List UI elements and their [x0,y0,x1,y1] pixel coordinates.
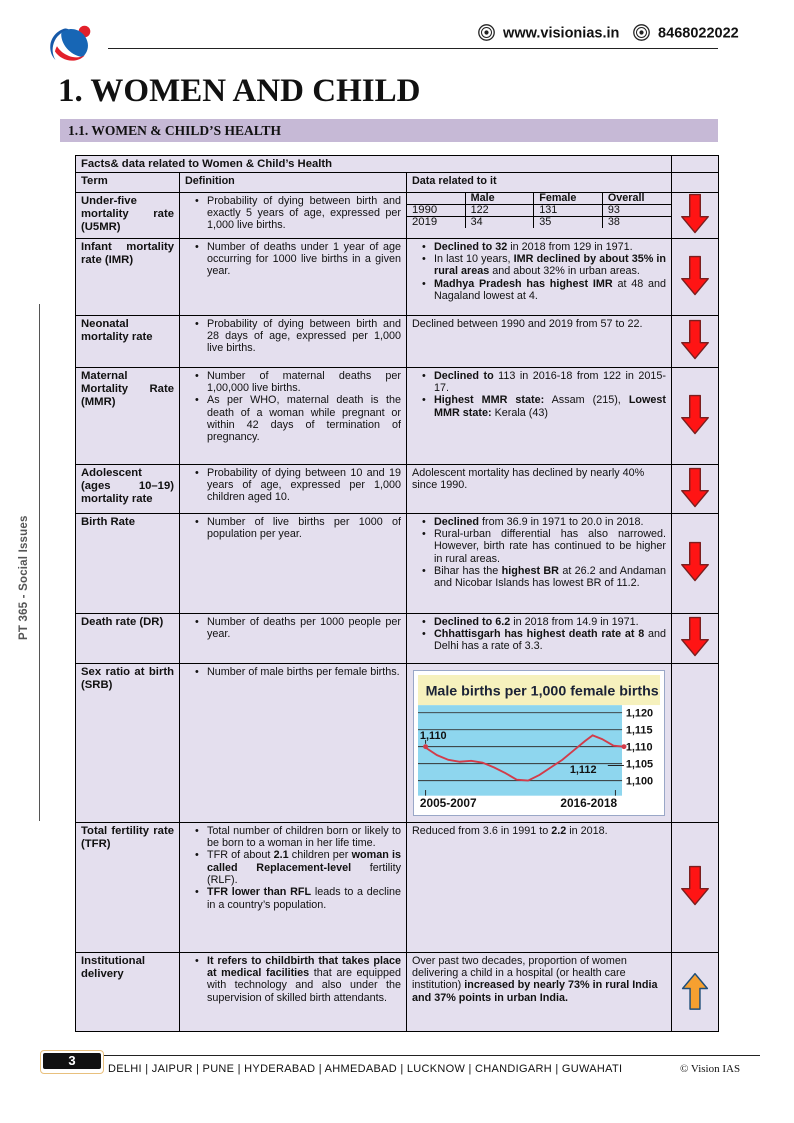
svg-text:1,110: 1,110 [626,742,653,754]
svg-text:1,112: 1,112 [570,764,597,776]
svg-text:1,100: 1,100 [626,776,653,788]
svg-text:1,105: 1,105 [626,759,653,771]
svg-text:2016-2018: 2016-2018 [560,796,617,807]
svg-text:1,120: 1,120 [626,708,653,720]
svg-text:1,110: 1,110 [420,731,447,743]
svg-text:1,115: 1,115 [626,725,653,737]
svg-text:2005-2007: 2005-2007 [420,796,477,807]
svg-text:Male births per 1,000 female b: Male births per 1,000 female births [426,684,659,700]
